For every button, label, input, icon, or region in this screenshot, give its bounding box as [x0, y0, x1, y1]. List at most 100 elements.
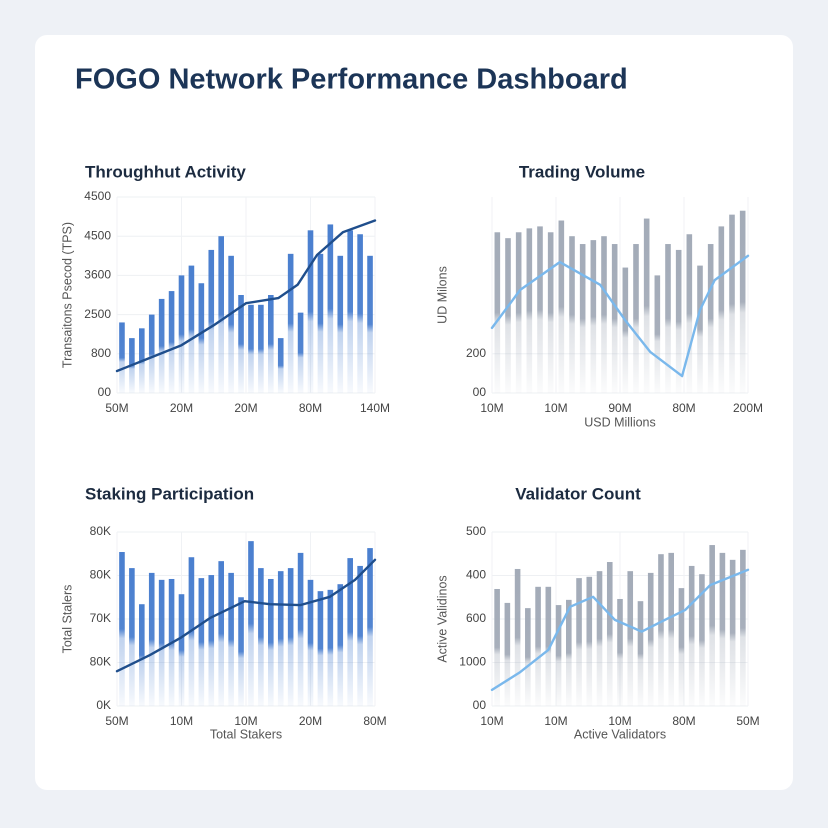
- line: [115, 219, 377, 373]
- y-tick-label: 600: [466, 611, 486, 625]
- bar: [317, 591, 324, 706]
- bar: [297, 552, 304, 706]
- x-tick-label: 80M: [672, 714, 695, 728]
- bar: [119, 322, 125, 393]
- bar: [238, 295, 244, 393]
- y-tick-label: 1000: [459, 655, 486, 669]
- bar: [238, 597, 244, 706]
- bar: [178, 275, 185, 393]
- bar: [627, 571, 634, 706]
- bar: [158, 579, 165, 706]
- chart-panel: Throughhut Activity 00 800 2500 3600 4500 4500…: [60, 162, 390, 415]
- x-tick-label: 10M: [544, 714, 567, 728]
- bar: [617, 598, 623, 706]
- y-tick-label: 200: [466, 346, 486, 360]
- bar: [178, 594, 185, 706]
- bar: [248, 304, 254, 393]
- bar: [569, 236, 575, 393]
- y-axis-label: Transaitons Psecod (TPS): [60, 222, 74, 368]
- bar: [555, 605, 562, 706]
- y-tick-label: 4500: [84, 189, 111, 203]
- x-tick-label: 80M: [672, 401, 695, 415]
- bar: [307, 579, 314, 706]
- bar: [158, 298, 165, 393]
- bar: [148, 314, 155, 393]
- bar: [268, 295, 274, 393]
- bar: [718, 226, 725, 393]
- y-axis-label: Total Stalers: [60, 585, 74, 654]
- bar: [218, 561, 224, 706]
- y-tick-label: 500: [466, 524, 486, 538]
- y-tick-label: 00: [473, 698, 487, 712]
- bar: [606, 562, 613, 706]
- y-tick-label: 80K: [90, 655, 111, 669]
- line: [490, 254, 750, 378]
- bar: [740, 549, 746, 706]
- x-tick-label: 20M: [234, 401, 257, 415]
- card: [35, 35, 793, 790]
- bar: [675, 249, 682, 393]
- x-tick-label: 80M: [299, 401, 322, 415]
- bar: [647, 572, 654, 706]
- bar: [654, 275, 661, 393]
- bar: [287, 568, 294, 706]
- bar: [327, 224, 334, 393]
- bar: [129, 568, 135, 706]
- bar: [622, 267, 629, 393]
- bar: [337, 584, 344, 706]
- chart-title: Throughhut Activity: [85, 162, 246, 181]
- bar: [494, 588, 500, 706]
- x-tick-label: 10M: [480, 714, 503, 728]
- bar: [547, 232, 554, 393]
- bar: [287, 253, 294, 393]
- bar: [198, 578, 205, 706]
- chart-title: Validator Count: [515, 484, 641, 503]
- y-tick-label: 00: [98, 385, 112, 399]
- bar: [277, 338, 284, 393]
- bar: [307, 230, 314, 393]
- y-tick-label: 4500: [84, 228, 111, 242]
- y-tick-label: 3600: [84, 268, 111, 282]
- bar: [228, 255, 234, 393]
- bar: [367, 548, 373, 706]
- bar: [525, 608, 531, 706]
- bar: [218, 236, 224, 393]
- bar: [566, 599, 572, 706]
- bar: [688, 565, 695, 706]
- x-tick-label: 20M: [299, 714, 322, 728]
- bar: [658, 554, 664, 706]
- x-tick-label: 50M: [105, 401, 128, 415]
- bar: [148, 572, 155, 706]
- bar: [586, 576, 593, 706]
- bar: [576, 578, 582, 706]
- bar: [545, 586, 552, 706]
- y-tick-label: 2500: [84, 307, 111, 321]
- y-tick-label: 00: [473, 385, 487, 399]
- bar: [665, 244, 671, 393]
- bar: [709, 545, 715, 706]
- bar: [337, 255, 344, 393]
- dashboard-title: FOGO Network Performance Dashboard: [75, 64, 628, 96]
- chart-title: Staking Participation: [85, 484, 254, 503]
- x-axis-label: USD Millions: [584, 415, 656, 429]
- y-tick-label: 0K: [96, 698, 111, 712]
- x-tick-label: 200M: [733, 401, 763, 415]
- bar: [504, 602, 511, 706]
- chart-panel: Trading Volume00200150016001000200010M10…: [435, 162, 763, 429]
- bar: [327, 589, 334, 706]
- x-tick-label: 10M: [170, 714, 193, 728]
- y-axis-label: Active Validinos: [435, 575, 449, 662]
- x-axis-label: Total Stakers: [210, 727, 282, 741]
- chart-panel: Staking Participation 0K 80K 70K 80K 80K 50M 10…: [60, 484, 386, 741]
- x-tick-label: 10M: [544, 401, 567, 415]
- bar: [686, 234, 693, 393]
- bar: [258, 568, 264, 706]
- bar: [494, 232, 501, 393]
- bar: [668, 552, 674, 706]
- x-tick-label: 90M: [608, 401, 631, 415]
- bar: [697, 265, 703, 393]
- line: [490, 568, 750, 692]
- y-tick-label: 400: [466, 568, 486, 582]
